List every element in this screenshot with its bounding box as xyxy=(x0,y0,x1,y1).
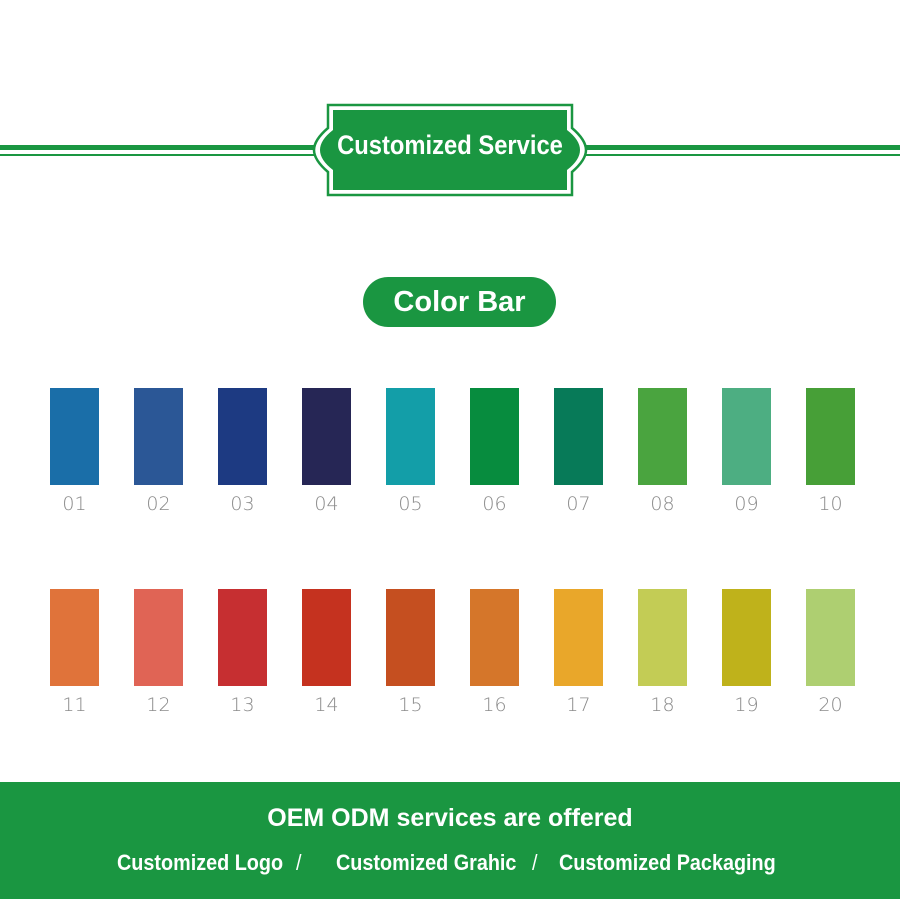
swatch-label: 02 xyxy=(146,493,171,515)
swatch-label: 17 xyxy=(566,694,591,716)
banner-separator: / xyxy=(532,850,538,875)
color-swatch-16 xyxy=(470,589,519,686)
color-swatch-20 xyxy=(806,589,855,686)
swatch-label: 03 xyxy=(230,493,255,515)
swatch-label: 01 xyxy=(62,493,87,515)
color-swatch-18 xyxy=(638,589,687,686)
color-swatch-19 xyxy=(722,589,771,686)
swatch-label: 18 xyxy=(650,694,675,716)
color-swatch-14 xyxy=(302,589,351,686)
services-banner: OEM ODM services are offered Customized … xyxy=(0,782,900,899)
swatch-label: 04 xyxy=(314,493,339,515)
color-swatch-09 xyxy=(722,388,771,485)
color-swatch-07 xyxy=(554,388,603,485)
section-title-pill: Color Bar xyxy=(363,277,556,327)
header-title: Customized Service xyxy=(337,130,563,160)
swatch-label: 11 xyxy=(62,694,87,716)
header-line-thick-left xyxy=(0,145,314,150)
swatch-label: 07 xyxy=(566,493,591,515)
color-swatch-12 xyxy=(134,589,183,686)
swatch-label: 19 xyxy=(734,694,759,716)
header-line-thin-left xyxy=(0,154,314,156)
banner-headline: OEM ODM services are offered xyxy=(267,804,633,832)
swatch-label: 06 xyxy=(482,493,507,515)
color-swatch-05 xyxy=(386,388,435,485)
swatch-label: 20 xyxy=(818,694,843,716)
header-line-thick-right xyxy=(586,145,900,150)
color-swatch-17 xyxy=(554,589,603,686)
swatch-label: 05 xyxy=(398,493,423,515)
color-swatch-15 xyxy=(386,589,435,686)
header-badge-frame xyxy=(312,103,588,197)
color-swatch-04 xyxy=(302,388,351,485)
color-swatch-02 xyxy=(134,388,183,485)
swatch-label: 12 xyxy=(146,694,171,716)
header-line-thin-right xyxy=(586,154,900,156)
swatch-label: 08 xyxy=(650,493,675,515)
color-swatch-08 xyxy=(638,388,687,485)
color-swatch-11 xyxy=(50,589,99,686)
banner-item-packaging: Customized Packaging xyxy=(559,850,776,875)
swatch-label: 09 xyxy=(734,493,759,515)
color-swatch-03 xyxy=(218,388,267,485)
swatch-label: 15 xyxy=(398,694,423,716)
color-swatch-01 xyxy=(50,388,99,485)
color-swatch-13 xyxy=(218,589,267,686)
banner-item-graphic: Customized Grahic xyxy=(336,850,517,875)
swatch-label: 10 xyxy=(818,493,843,515)
swatch-label: 16 xyxy=(482,694,507,716)
swatch-label: 13 xyxy=(230,694,255,716)
swatch-label: 14 xyxy=(314,694,339,716)
color-swatch-10 xyxy=(806,388,855,485)
banner-item-logo: Customized Logo xyxy=(117,850,284,875)
color-swatch-06 xyxy=(470,388,519,485)
banner-separator: / xyxy=(296,850,302,875)
